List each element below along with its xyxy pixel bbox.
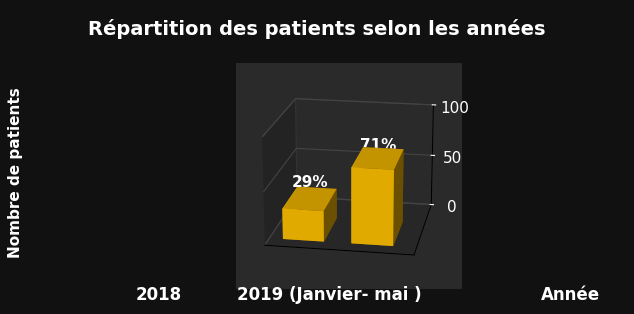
Text: 2019 (Janvier- mai ): 2019 (Janvier- mai ) [237,286,422,304]
Text: Nombre de patients: Nombre de patients [8,87,23,258]
Text: 2018: 2018 [136,286,181,304]
Text: Année: Année [541,286,600,304]
Text: Répartition des patients selon les années: Répartition des patients selon les année… [88,19,546,39]
